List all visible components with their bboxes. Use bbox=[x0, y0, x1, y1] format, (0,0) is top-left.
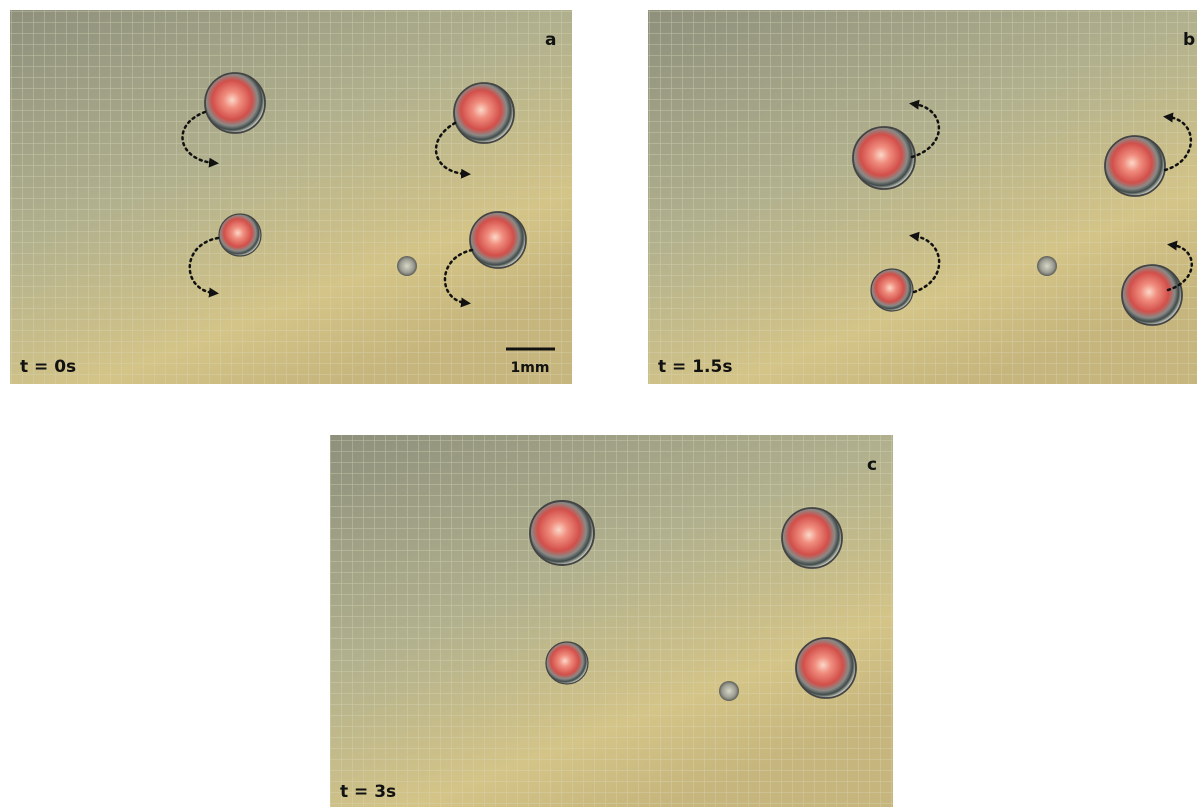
panel-c: c t = 3s bbox=[330, 435, 893, 807]
panel-a: a t = 0s 1mm bbox=[10, 10, 572, 384]
time-label: t = 0s bbox=[20, 357, 76, 377]
scale-label: 1mm bbox=[511, 360, 550, 376]
time-label: t = 3s bbox=[340, 782, 396, 802]
panel-b: b t = 1.5s bbox=[648, 10, 1197, 384]
time-label: t = 1.5s bbox=[658, 357, 732, 377]
panel-label: b bbox=[1183, 30, 1195, 50]
panel-label: a bbox=[545, 30, 556, 50]
panel-label: c bbox=[867, 455, 877, 475]
figure: a t = 0s 1mm b t = 1.5s c t = 3s bbox=[0, 0, 1197, 807]
